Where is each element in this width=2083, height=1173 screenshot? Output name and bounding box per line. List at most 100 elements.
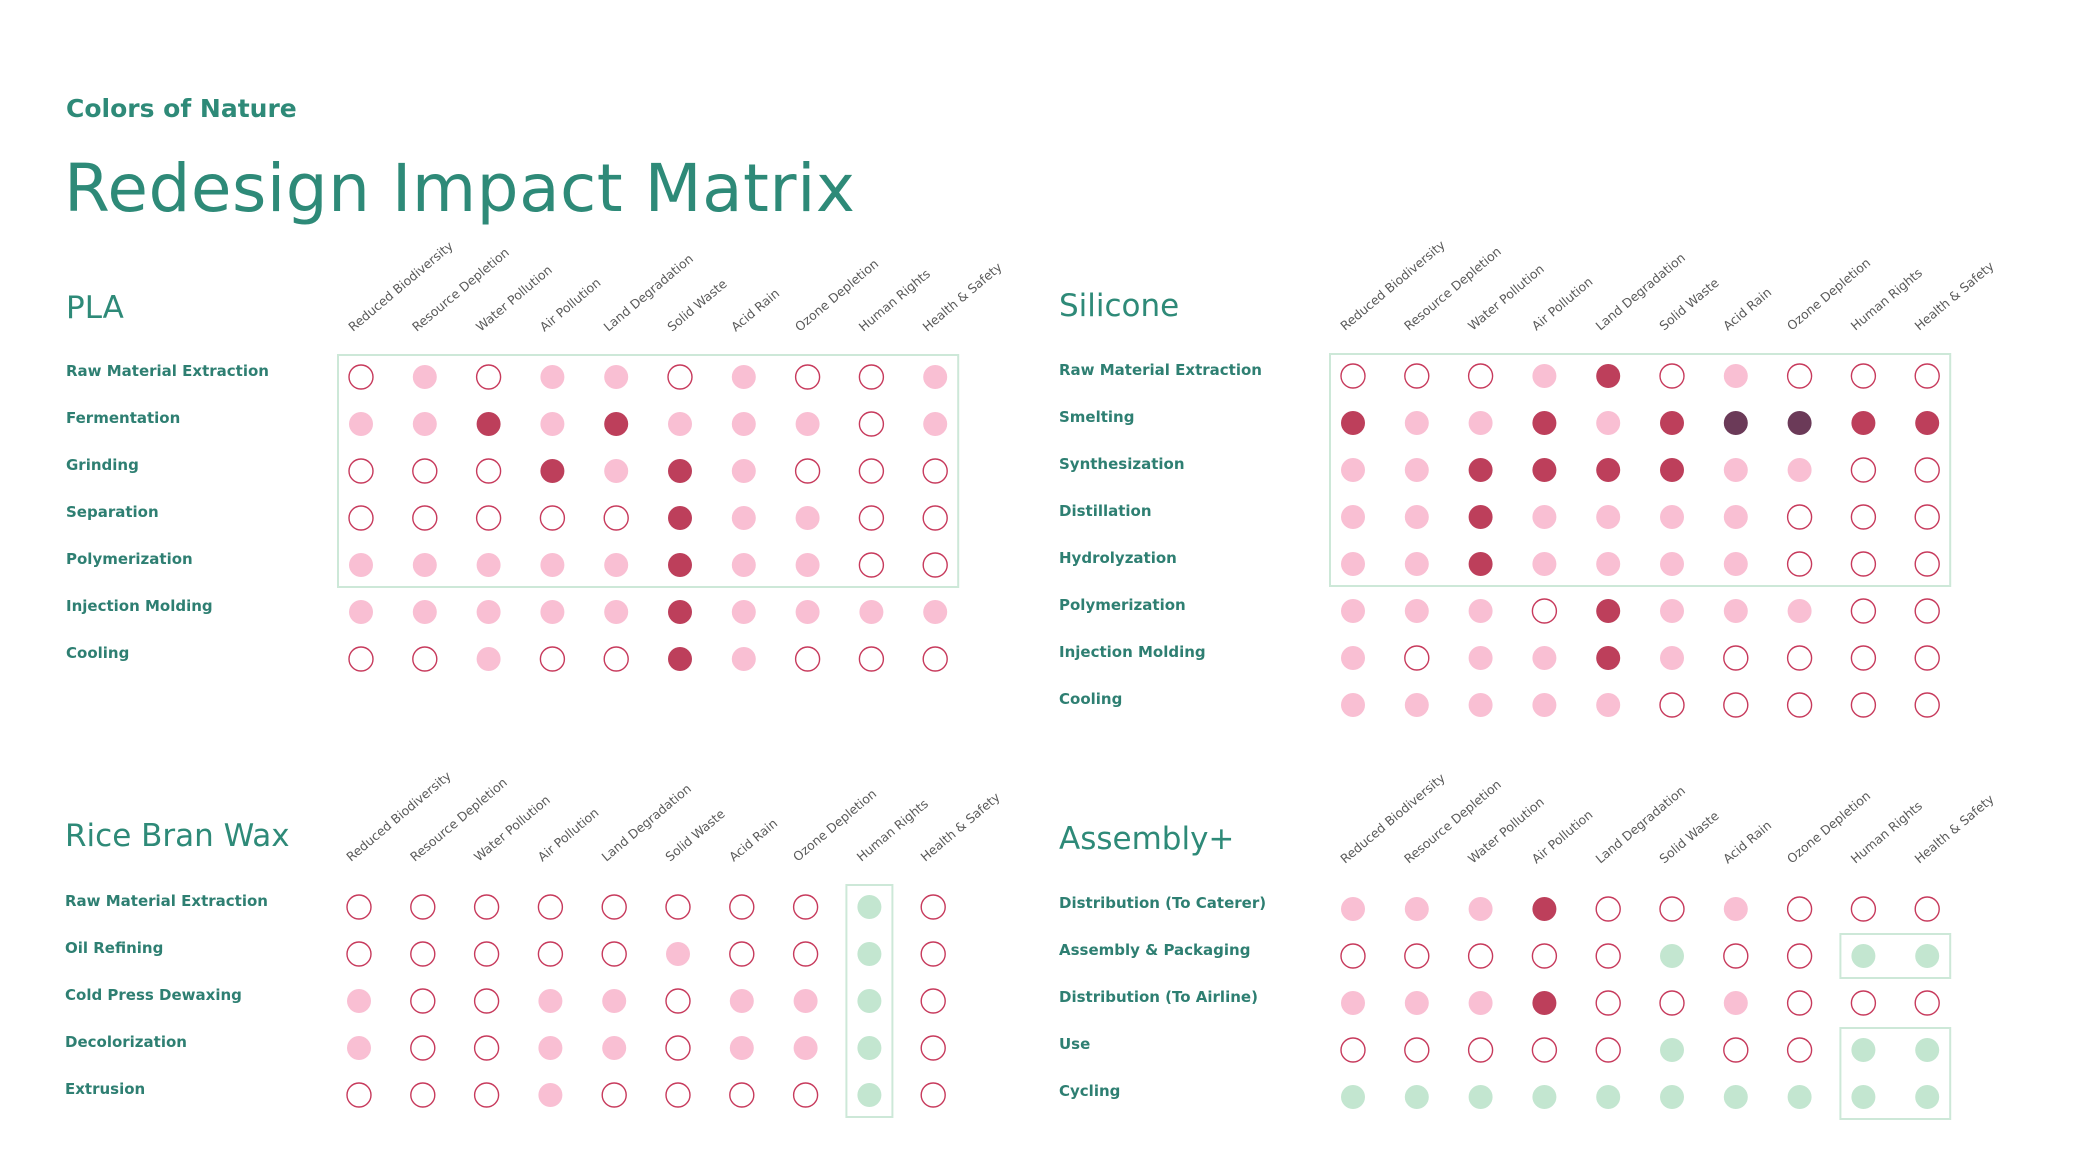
impact-dot-light (793, 989, 818, 1013)
impact-dot-light (731, 412, 756, 436)
impact-dot-light (795, 506, 820, 530)
impact-dot-empty (410, 988, 436, 1014)
impact-dot-light (1341, 552, 1365, 576)
impact-dot-empty (348, 646, 374, 672)
row-label: Decolorization (65, 1033, 187, 1051)
impact-dot-empty (1467, 943, 1494, 969)
impact-dot-light (1596, 693, 1621, 717)
impact-dot-light (666, 942, 690, 966)
impact-dot-light (731, 365, 756, 389)
page-title: Redesign Impact Matrix (64, 150, 856, 227)
impact-dot-light (923, 412, 948, 436)
impact-dot-empty (1659, 896, 1685, 922)
impact-dot-light (1532, 646, 1557, 670)
impact-dot-light (412, 553, 437, 577)
impact-dot-dark (1532, 897, 1557, 921)
impact-dot-light (412, 412, 437, 436)
impact-dot-empty (348, 458, 374, 484)
impact-dot-empty (539, 646, 566, 672)
impact-dot-empty (667, 364, 693, 390)
impact-dot-light (602, 989, 627, 1013)
impact-dot-empty (1531, 1037, 1558, 1063)
impact-dot-green (1723, 1085, 1748, 1109)
impact-dot-empty (729, 1082, 755, 1108)
impact-dot-empty (729, 941, 755, 967)
highlight-box (337, 354, 960, 588)
impact-dot-empty (1850, 363, 1877, 389)
impact-dot-light (1341, 897, 1365, 921)
impact-dot-light (604, 459, 629, 483)
row-label: Separation (66, 503, 159, 521)
impact-dot-green (1341, 1085, 1365, 1109)
impact-dot-light (729, 1036, 754, 1060)
column-header: Reduced Biodiversity (343, 768, 454, 865)
impact-dot-green (1915, 1038, 1940, 1062)
highlight-box (845, 884, 894, 1118)
impact-dot-dark (1532, 991, 1557, 1015)
impact-dot-empty (473, 941, 500, 967)
impact-dot-empty (1340, 363, 1366, 389)
impact-dot-empty (794, 458, 821, 484)
impact-dot-empty (1723, 692, 1749, 718)
highlight-box (1329, 353, 1952, 587)
impact-dot-light (1532, 364, 1557, 388)
impact-dot-dark (1468, 458, 1493, 482)
impact-dot-empty (665, 1082, 691, 1108)
impact-dot-green (1660, 1085, 1684, 1109)
column-header: Acid Rain (726, 815, 780, 864)
row-label: Cold Press Dewaxing (65, 986, 242, 1004)
impact-dot-empty (920, 988, 946, 1014)
impact-dot-light (538, 1083, 563, 1107)
impact-dot-empty (346, 894, 372, 920)
impact-dot-light (1341, 599, 1365, 623)
impact-dot-dark (1532, 411, 1557, 435)
impact-dot-light (1596, 411, 1621, 435)
impact-dot-dark (1341, 411, 1365, 435)
row-label: Polymerization (66, 550, 193, 568)
impact-dot-empty (920, 1035, 946, 1061)
impact-dot-light (349, 600, 373, 624)
impact-dot-empty (920, 941, 946, 967)
row-label: Synthesization (1059, 455, 1185, 473)
impact-dot-light (729, 989, 754, 1013)
column-header: Reduced Biodiversity (1337, 237, 1448, 334)
impact-dot-empty (1659, 692, 1685, 718)
impact-dot-empty (601, 894, 627, 920)
impact-dot-empty (922, 458, 948, 484)
column-header: Air Pollution (1529, 274, 1596, 334)
impact-dot-empty (729, 894, 755, 920)
impact-dot-dark (540, 459, 565, 483)
impact-dot-empty (792, 941, 819, 967)
impact-dot-empty (1850, 551, 1877, 577)
impact-dot-dark (1468, 552, 1493, 576)
impact-dot-empty (922, 505, 948, 531)
column-header: Solid Waste (662, 806, 728, 864)
impact-dot-light (538, 1036, 563, 1060)
column-header: Acid Rain (728, 285, 782, 334)
impact-dot-green (857, 942, 882, 966)
impact-dot-green (1851, 944, 1876, 968)
row-label: Injection Molding (1059, 643, 1206, 661)
impact-dot-empty (1914, 551, 1940, 577)
impact-dot-empty (1850, 896, 1877, 922)
impact-dot-empty (1786, 363, 1813, 389)
impact-dot-light (1341, 693, 1365, 717)
impact-dot-light (1404, 458, 1429, 482)
impact-dot-empty (792, 894, 819, 920)
impact-dot-light (668, 412, 692, 436)
impact-dot-light (1596, 552, 1621, 576)
impact-dot-empty (665, 988, 691, 1014)
impact-dot-dark (668, 600, 692, 624)
row-label: Raw Material Extraction (1059, 361, 1262, 379)
impact-dot-darkest (1787, 411, 1812, 435)
impact-dot-light (1787, 599, 1812, 623)
impact-dot-light (1660, 599, 1684, 623)
row-label: Hydrolyzation (1059, 549, 1177, 567)
impact-dot-light (1787, 458, 1812, 482)
impact-dot-empty (1723, 943, 1749, 969)
impact-dot-light (1341, 646, 1365, 670)
impact-dot-light (540, 600, 565, 624)
impact-dot-empty (1850, 645, 1877, 671)
